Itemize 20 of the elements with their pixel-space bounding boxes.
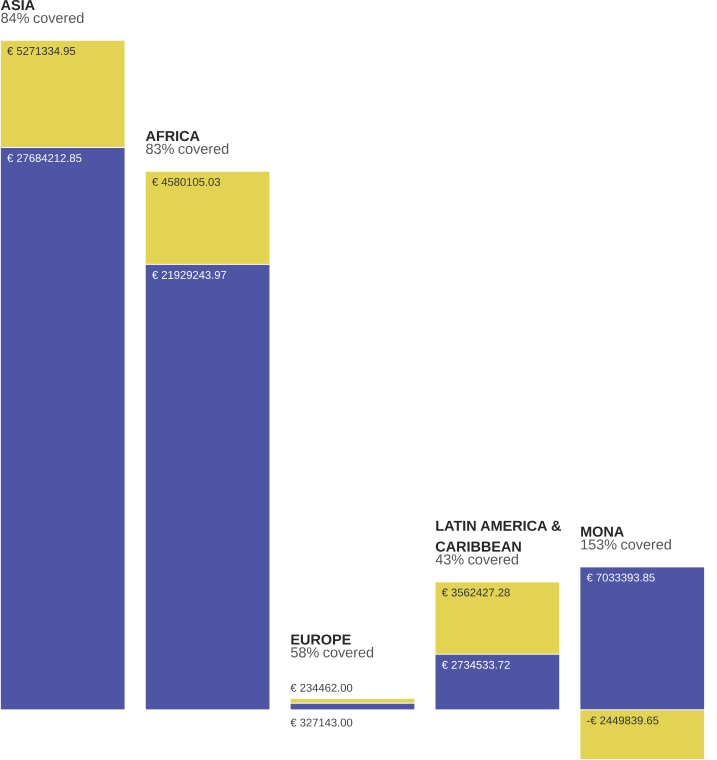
data-label: € 234462.00: [290, 684, 352, 692]
x-tick-label: LATIN AMERICA & CARIBBEAN: [436, 520, 561, 552]
annotation: 58% covered: [290, 646, 373, 658]
data-label: € 3562427.28: [442, 588, 510, 596]
annotation: 43% covered: [435, 554, 518, 565]
data-label: € 2734533.72: [442, 660, 510, 669]
data-label: € 4580105.03: [152, 178, 220, 186]
text: 84% covered: [1, 12, 84, 23]
annotation: 83% covered: [146, 143, 228, 154]
data-label: € 21929243.97: [152, 271, 226, 279]
annotation: 153% covered: [581, 538, 671, 550]
data-label: € 327143.00: [290, 718, 352, 727]
data-label: € 27684212.85: [7, 154, 82, 162]
data-label: € 5271334.95: [7, 47, 75, 55]
x-tick-label: ASIA: [0, 0, 35, 10]
x-tick-label: EUROPE: [291, 634, 351, 645]
x-tick-label: AFRICA: [146, 130, 200, 142]
x-tick-label: MONA: [580, 526, 624, 537]
data-label: € 7033393.85: [586, 574, 655, 582]
data-label: -€ 2449839.65: [586, 716, 658, 724]
